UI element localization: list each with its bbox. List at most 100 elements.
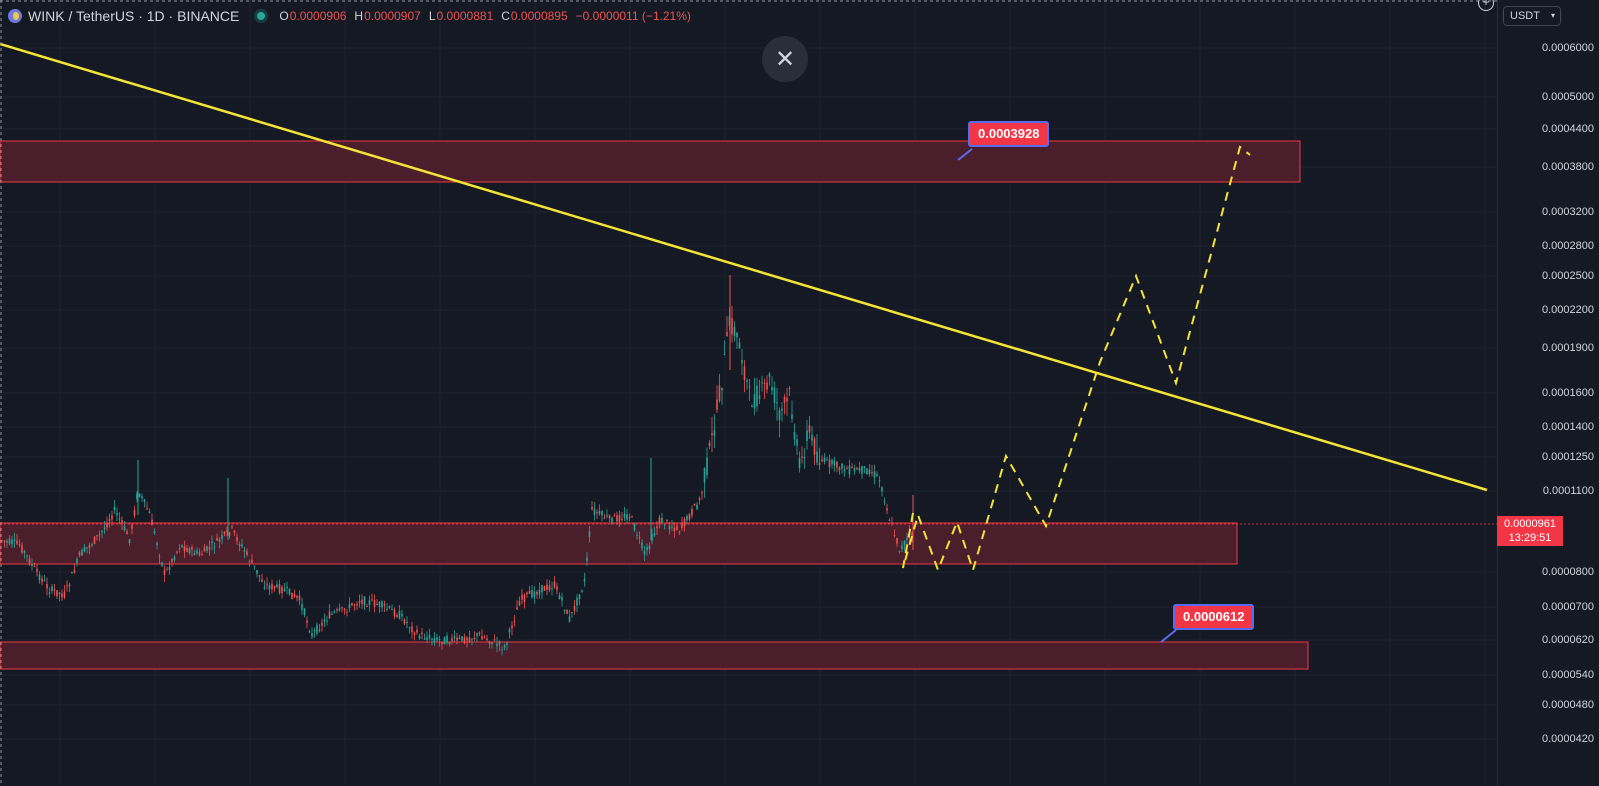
candle-body xyxy=(801,456,803,458)
candle-body xyxy=(543,586,546,591)
candle-body xyxy=(288,588,291,595)
candle-body xyxy=(226,530,228,532)
price-tick: 0.0005000 xyxy=(1542,91,1594,103)
projection-path[interactable] xyxy=(902,145,1251,574)
candle-body xyxy=(616,515,618,522)
price-tick: 0.0000700 xyxy=(1542,601,1594,613)
candle-body xyxy=(746,380,748,382)
candle-body xyxy=(258,575,261,577)
candle-body xyxy=(763,383,766,385)
candle-body xyxy=(593,508,596,516)
candle-body xyxy=(208,547,211,550)
candle-body xyxy=(166,568,168,570)
candle-body xyxy=(271,583,273,590)
candle-body xyxy=(821,459,823,461)
candle-body xyxy=(876,474,878,477)
candle-body xyxy=(748,386,751,388)
candle-body xyxy=(558,595,561,600)
candle-body xyxy=(686,516,688,521)
candle-body xyxy=(346,611,348,613)
candle-body xyxy=(53,588,56,591)
candle-body xyxy=(826,459,828,461)
candle-body xyxy=(536,591,538,595)
candle-body xyxy=(896,538,898,544)
candle-body xyxy=(631,516,633,518)
candle-body xyxy=(841,463,843,469)
candle-body xyxy=(11,539,13,545)
candle-body xyxy=(561,596,563,601)
candle-body xyxy=(793,431,796,440)
candle-body xyxy=(618,514,621,522)
chart-canvas[interactable] xyxy=(0,0,1497,786)
candle-body xyxy=(318,629,321,632)
candle-body xyxy=(196,550,198,554)
candle-body xyxy=(881,487,883,492)
candle-body xyxy=(626,514,628,520)
candle-body xyxy=(66,585,68,587)
candle-body xyxy=(888,520,891,522)
candle-body xyxy=(768,373,771,378)
symbol-title[interactable]: WINK / TetherUS · 1D · BINANCE xyxy=(28,8,240,24)
candle-body xyxy=(93,536,96,544)
candle-body xyxy=(161,562,163,566)
support-zone-middle[interactable] xyxy=(0,522,1238,565)
candle-body xyxy=(836,461,838,468)
candle-body xyxy=(456,637,458,641)
candle-body xyxy=(146,508,148,510)
candle-body xyxy=(148,511,151,514)
candle-body xyxy=(313,629,316,632)
candle-body xyxy=(163,569,166,576)
candle-body xyxy=(838,467,841,471)
price-tick: 0.0002500 xyxy=(1542,270,1594,282)
candle-body xyxy=(393,609,396,617)
candle-body xyxy=(683,518,686,527)
candle-body xyxy=(153,531,156,534)
candle-body xyxy=(621,518,623,520)
candle-body xyxy=(511,625,513,629)
candle-body xyxy=(743,366,746,380)
price-tick: 0.0004400 xyxy=(1542,123,1594,135)
add-plus-button[interactable]: + xyxy=(1478,0,1494,11)
candle-body xyxy=(31,564,33,566)
candle-body xyxy=(438,639,441,641)
candle-body xyxy=(143,499,146,503)
candle-body xyxy=(548,585,551,591)
close-button[interactable]: ✕ xyxy=(762,36,808,82)
candle-body xyxy=(473,637,476,639)
candle-body xyxy=(251,559,253,563)
callout-pointer-upper xyxy=(957,148,973,161)
price-callout-lower[interactable]: 0.0000612 xyxy=(1173,604,1255,630)
candle-body xyxy=(773,387,776,403)
candle-body xyxy=(703,468,706,483)
price-callout-upper[interactable]: 0.0003928 xyxy=(968,121,1050,147)
candle-body xyxy=(33,565,36,567)
candle-body xyxy=(786,397,788,402)
descending-trendline[interactable] xyxy=(0,42,1488,492)
candle-body xyxy=(261,579,263,582)
candle-body xyxy=(98,534,101,536)
candle-body xyxy=(761,382,763,384)
candle-body xyxy=(373,600,376,607)
candle-body xyxy=(843,469,846,472)
candle-body xyxy=(636,535,638,537)
price-axis[interactable]: 0.0006000 0.0005000 0.0004400 0.0003800 … xyxy=(1497,0,1599,786)
candle-body xyxy=(771,387,773,391)
candle-body xyxy=(116,513,118,516)
close-icon: ✕ xyxy=(774,45,796,73)
candle-body xyxy=(463,636,466,644)
candle-body xyxy=(21,545,23,553)
candle-body xyxy=(36,568,38,572)
candle-body xyxy=(886,508,888,511)
candle-body xyxy=(716,399,718,410)
candle-body xyxy=(331,613,333,615)
resistance-zone-upper[interactable] xyxy=(0,140,1301,183)
candle-body xyxy=(533,591,536,598)
candle-body xyxy=(753,394,756,409)
candle-body xyxy=(256,570,258,574)
support-zone-lower[interactable] xyxy=(0,641,1309,670)
candle-body xyxy=(666,520,668,522)
candle-body xyxy=(526,592,528,594)
currency-select[interactable]: USDT ▾ xyxy=(1503,6,1561,26)
candle-body xyxy=(123,525,126,531)
candle-body xyxy=(178,548,181,550)
